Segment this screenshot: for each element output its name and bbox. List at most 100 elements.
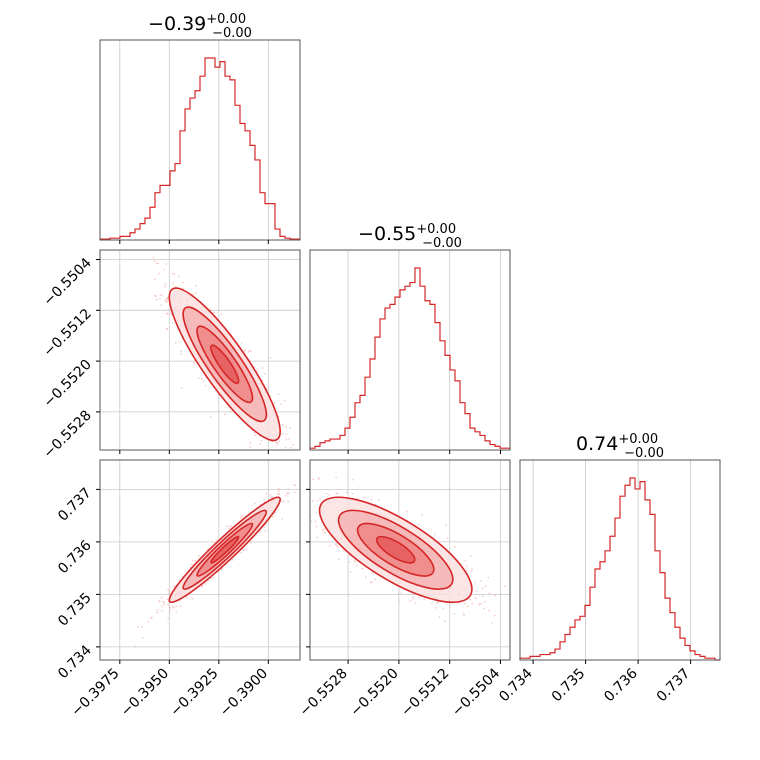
histogram-step-param-3 (519, 477, 720, 661)
sample-point (287, 488, 290, 491)
x-tick-label: 0.736 (601, 665, 641, 705)
sample-point (329, 544, 331, 547)
sample-point (202, 380, 205, 382)
sample-point (192, 293, 195, 296)
sample-point (158, 272, 160, 275)
sample-point (322, 531, 325, 534)
sample-point (180, 352, 183, 355)
sample-point (370, 498, 373, 501)
sample-point (287, 438, 290, 440)
sample-point (245, 548, 248, 551)
sample-point (478, 604, 481, 606)
sample-point (365, 576, 367, 579)
sample-point (166, 598, 169, 601)
sample-point (182, 287, 185, 290)
density-contour (375, 535, 416, 564)
y-tick-label: 0.736 (55, 537, 95, 577)
sample-point (484, 585, 487, 587)
sample-point (163, 268, 166, 271)
sample-point (153, 260, 156, 263)
sample-point (156, 611, 159, 614)
sample-point (172, 606, 175, 609)
sample-point (281, 424, 284, 426)
x-tick-label: 0.737 (654, 666, 694, 706)
x-tick-label: 0.735 (549, 666, 589, 706)
density-panel-1-2 (99, 249, 301, 451)
sample-point (154, 294, 156, 297)
sample-point (185, 596, 188, 599)
sample-point (312, 478, 314, 481)
sample-point (436, 602, 439, 605)
sample-point (335, 542, 337, 545)
sample-point (175, 610, 178, 613)
sample-point (371, 572, 373, 574)
sample-point (239, 516, 242, 519)
sample-point (168, 590, 171, 593)
y-tick-label: −0.5512 (41, 306, 95, 360)
sample-point (161, 294, 163, 297)
sample-point (323, 528, 326, 531)
sample-point (430, 602, 433, 605)
density-contour (210, 344, 240, 385)
sample-point (168, 609, 171, 612)
sample-point (318, 498, 321, 501)
x-tick-label: −0.3925 (167, 666, 221, 720)
sample-point (444, 620, 447, 623)
sample-point (277, 490, 280, 492)
title-value: −0.39 (148, 13, 206, 35)
sample-point (353, 559, 356, 562)
sample-point (182, 281, 184, 284)
sample-point (194, 559, 197, 562)
sample-point (224, 413, 226, 416)
panel-title-param-3: 0.74+0.00 −0.00 (576, 432, 664, 461)
sample-point (263, 498, 266, 501)
sample-point (162, 600, 164, 603)
sample-point (240, 341, 243, 344)
sample-point (466, 605, 469, 608)
sample-point (294, 484, 297, 487)
panel-title-param-1: −0.39+0.00 −0.00 (148, 12, 252, 41)
sample-point (201, 377, 203, 380)
axes-frame-layer (99, 39, 721, 661)
sample-point (155, 262, 158, 265)
x-tick-label: −0.3900 (217, 666, 271, 720)
sample-point (212, 311, 215, 314)
histogram-step-param-1 (99, 57, 301, 240)
sample-point (164, 285, 166, 288)
sample-point (291, 443, 294, 446)
sample-point (167, 617, 170, 620)
density-fill-layer (134, 256, 506, 648)
sample-point (264, 523, 267, 526)
sample-point (177, 275, 180, 278)
sample-point (466, 565, 468, 568)
sample-point (155, 298, 158, 301)
sample-point (274, 511, 277, 514)
sample-point (356, 564, 358, 567)
sample-point (397, 592, 400, 595)
sample-point (174, 342, 177, 345)
sample-point (445, 524, 448, 527)
sample-point (140, 626, 143, 628)
sample-point (494, 594, 497, 597)
sample-point (259, 530, 262, 533)
x-tick-label: −0.3975 (68, 666, 122, 720)
sample-point (172, 282, 174, 285)
sample-point (158, 600, 161, 603)
sample-point (421, 513, 423, 516)
sample-point (488, 592, 491, 595)
sample-point (180, 350, 182, 353)
sample-point (152, 256, 155, 259)
sample-point (180, 387, 183, 390)
panel-title-param-2: −0.55+0.00 −0.00 (358, 222, 462, 251)
sample-point (481, 595, 484, 598)
sample-point (253, 432, 256, 434)
sample-point (317, 478, 320, 481)
sample-point (405, 510, 408, 512)
x-tick-label: −0.5504 (449, 665, 503, 719)
sample-point (249, 541, 252, 544)
x-tick-label: −0.5520 (347, 666, 401, 720)
sample-point (229, 525, 232, 528)
sample-point (178, 341, 181, 343)
sample-point (335, 492, 337, 495)
sample-point (470, 555, 472, 558)
